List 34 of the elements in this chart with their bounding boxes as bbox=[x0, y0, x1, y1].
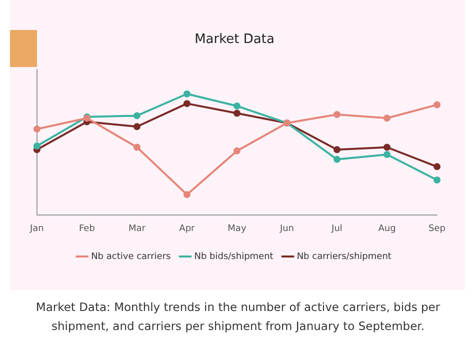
point bbox=[33, 126, 40, 133]
point bbox=[333, 156, 340, 163]
point bbox=[383, 144, 390, 151]
point bbox=[133, 144, 140, 151]
point bbox=[434, 163, 440, 170]
point bbox=[434, 176, 440, 184]
legend-label: Nb active carriers bbox=[91, 252, 172, 262]
point bbox=[183, 191, 190, 198]
x-tick-label: Feb bbox=[78, 224, 96, 234]
x-tick-label: May bbox=[228, 224, 247, 234]
point bbox=[233, 102, 240, 110]
point bbox=[183, 90, 190, 98]
x-tick-label: Jul bbox=[330, 224, 342, 234]
x-tick-label: Apr bbox=[179, 224, 196, 234]
x-tick-label: Mar bbox=[128, 224, 146, 234]
point bbox=[383, 151, 390, 158]
point bbox=[233, 110, 240, 117]
point bbox=[33, 142, 40, 150]
x-tick-label: Jun bbox=[278, 224, 294, 234]
legend-label: Nb bids/shipment bbox=[194, 252, 274, 262]
point bbox=[183, 100, 190, 108]
x-tick-label: Aug bbox=[378, 224, 396, 234]
text: Market Data: Monthly trends in the number of active carriers, bids per shipment, and carriers per shipment from January to September. bbox=[34, 299, 442, 335]
point bbox=[133, 123, 140, 130]
x-tick-label: Sep bbox=[428, 224, 446, 234]
legend-label: Nb carriers/shipment bbox=[296, 252, 392, 262]
point bbox=[233, 147, 240, 154]
chart-title: Market Data bbox=[194, 32, 274, 48]
point bbox=[333, 110, 340, 118]
point bbox=[333, 146, 340, 154]
point bbox=[133, 112, 140, 120]
point bbox=[383, 114, 390, 122]
x-tick-label: Jan bbox=[29, 224, 44, 234]
point bbox=[434, 101, 440, 108]
